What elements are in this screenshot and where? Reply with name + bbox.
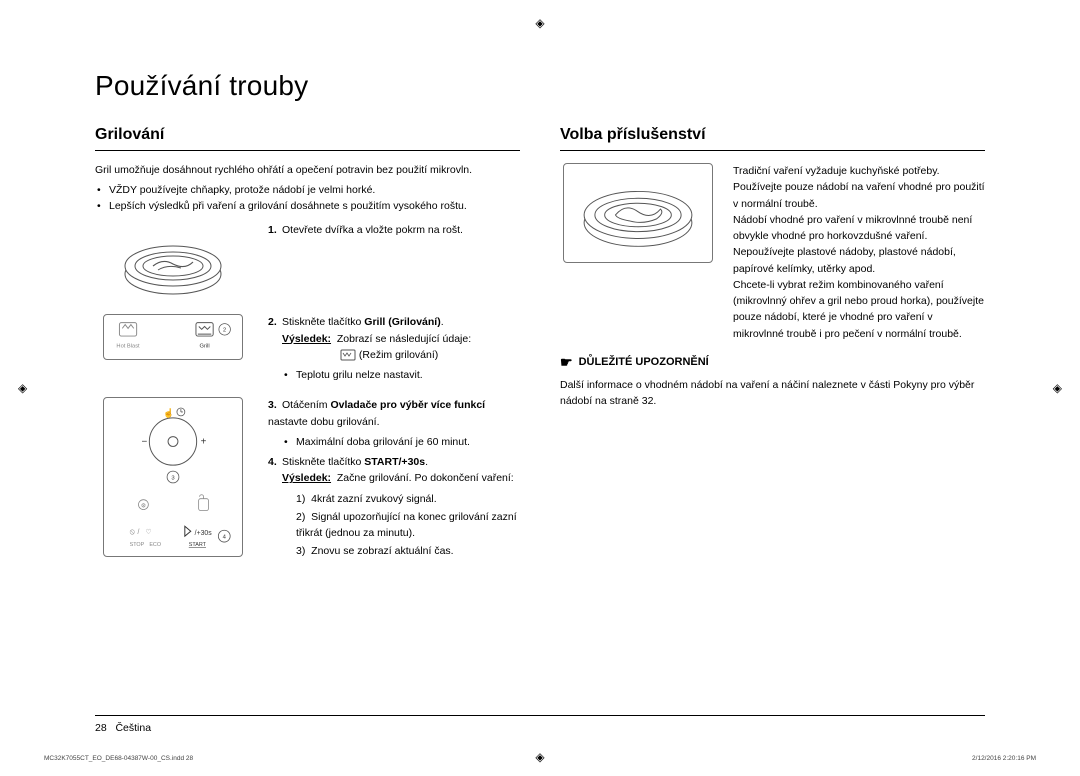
right-p3: Chcete-li vybrat režim kombinovaného vař…: [733, 277, 985, 342]
bullet-1: VŽDY používejte chňapky, protože nádobí …: [109, 183, 520, 199]
crop-mark-left: ◈: [18, 381, 27, 395]
step2-prefix: Stiskněte tlačítko: [282, 316, 364, 328]
bullet-2: Lepších výsledků při vaření a grilování …: [109, 199, 520, 215]
doc-id: MC32K7055CT_EO_DE68-04387W-00_CS.indd 28: [44, 755, 193, 762]
hot-blast-label: Hot Blast: [116, 344, 140, 350]
left-column: Grilování Gril umožňuje dosáhnout rychlé…: [95, 126, 520, 574]
start-label: START: [188, 542, 206, 548]
step2-note: Teplotu grilu nelze nastavit.: [296, 367, 520, 383]
notice-text: Další informace o vhodném nádobí na vaře…: [560, 377, 985, 410]
step4-prefix: Stiskněte tlačítko: [282, 456, 364, 468]
grill-label: Grill: [199, 344, 209, 350]
grilling-intro: Gril umožňuje dosáhnout rychlého ohřátí …: [95, 163, 520, 179]
doc-timestamp: 2/12/2016 2:20:16 PM: [972, 755, 1036, 762]
svg-text:☝: ☝: [163, 407, 174, 419]
control-panel-illustration: − + ☝ 3 ⚙ ⦸ / ♡ STOP: [95, 397, 250, 557]
step2-result-text: Zobrazí se následující údaje:: [337, 333, 471, 345]
step3-bold: Ovladače pro výběr více funkcí: [330, 399, 485, 411]
step4-sub2: 2) Signál upozorňující na konec grilován…: [296, 509, 520, 542]
pointer-icon: ☛: [560, 354, 573, 371]
svg-text:−: −: [141, 437, 147, 448]
crop-mark-top: ◈: [535, 16, 544, 30]
step1-body: Otevřete dvířka a vložte pokrm na rošt.: [282, 224, 463, 236]
accessory-text: Tradiční vaření vyžaduje kuchyňské potře…: [733, 163, 985, 342]
svg-text:3: 3: [171, 476, 175, 482]
step2-row: Hot Blast Grill 2 2.Stiskněte tlačítko G…: [95, 314, 520, 385]
step34-row: − + ☝ 3 ⚙ ⦸ / ♡ STOP: [95, 397, 520, 561]
svg-text:♡: ♡: [145, 528, 151, 536]
accessory-block: Tradiční vaření vyžaduje kuchyňské potře…: [560, 163, 985, 342]
svg-text:⚙: ⚙: [140, 503, 145, 510]
svg-text:+: +: [200, 437, 206, 448]
buttons-illustration: Hot Blast Grill 2: [95, 314, 250, 360]
right-p1: Tradiční vaření vyžaduje kuchyňské potře…: [733, 163, 985, 212]
svg-text:4: 4: [222, 535, 226, 541]
content-columns: Grilování Gril umožňuje dosáhnout rychlé…: [95, 126, 985, 574]
step3-prefix: Otáčením: [282, 399, 330, 411]
grilling-bullets: VŽDY používejte chňapky, protože nádobí …: [95, 183, 520, 215]
page-footer: 28 Čeština: [95, 715, 985, 734]
step3-suffix: nastavte dobu grilování.: [268, 416, 380, 428]
notice-heading-text: DŮLEŽITÉ UPOZORNĚNÍ: [579, 356, 709, 368]
start30-label: /+30s: [194, 530, 212, 537]
step4-result-label: Výsledek:: [282, 472, 331, 484]
step2-result-label: Výsledek:: [282, 333, 331, 345]
step4-sub3: 3) Znovu se zobrazí aktuální čas.: [296, 543, 520, 559]
notice-heading: ☛ DŮLEŽITÉ UPOZORNĚNÍ: [560, 354, 985, 371]
eco-label: ECO: [149, 542, 161, 548]
grill-mode-icon: [340, 349, 356, 361]
step1-row: 1.Otevřete dvířka a vložte pokrm na rošt…: [95, 222, 520, 302]
page-title: Používání trouby: [95, 70, 985, 102]
stop-label: STOP: [129, 542, 144, 548]
accessory-heading: Volba příslušenství: [560, 126, 985, 151]
step4-sub1: 1) 4krát zazní zvukový signál.: [296, 491, 520, 507]
svg-text:2: 2: [223, 328, 226, 334]
step4-bold: START/+30s: [364, 456, 425, 468]
accessory-illustration: [560, 163, 715, 263]
svg-text:⦸: ⦸: [129, 527, 135, 536]
grilling-heading: Grilování: [95, 126, 520, 151]
footer-lang: Čeština: [115, 722, 151, 734]
step3-note: Maximální doba grilování je 60 minut.: [296, 434, 520, 450]
step1-text: 1.Otevřete dvířka a vložte pokrm na rošt…: [268, 222, 520, 238]
crop-mark-bottom: ◈: [535, 750, 544, 764]
right-column: Volba příslušenství Tradiční vaření vyža…: [560, 126, 985, 574]
step2-mode-label: (Režim grilování): [359, 349, 438, 361]
step2-text: 2.Stiskněte tlačítko Grill (Grilování). …: [268, 314, 520, 385]
page-number: 28: [95, 722, 107, 734]
right-p2: Nádobí vhodné pro vaření v mikrovlnné tr…: [733, 212, 985, 277]
crop-mark-right: ◈: [1053, 381, 1062, 395]
step4-result-text: Začne grilování. Po dokončení vaření:: [337, 472, 514, 484]
dish-illustration: [95, 222, 250, 302]
svg-text:/: /: [137, 529, 139, 536]
step2-bold: Grill (Grilování): [364, 316, 440, 328]
step34-text: 3.Otáčením Ovladače pro výběr více funkc…: [268, 397, 520, 561]
